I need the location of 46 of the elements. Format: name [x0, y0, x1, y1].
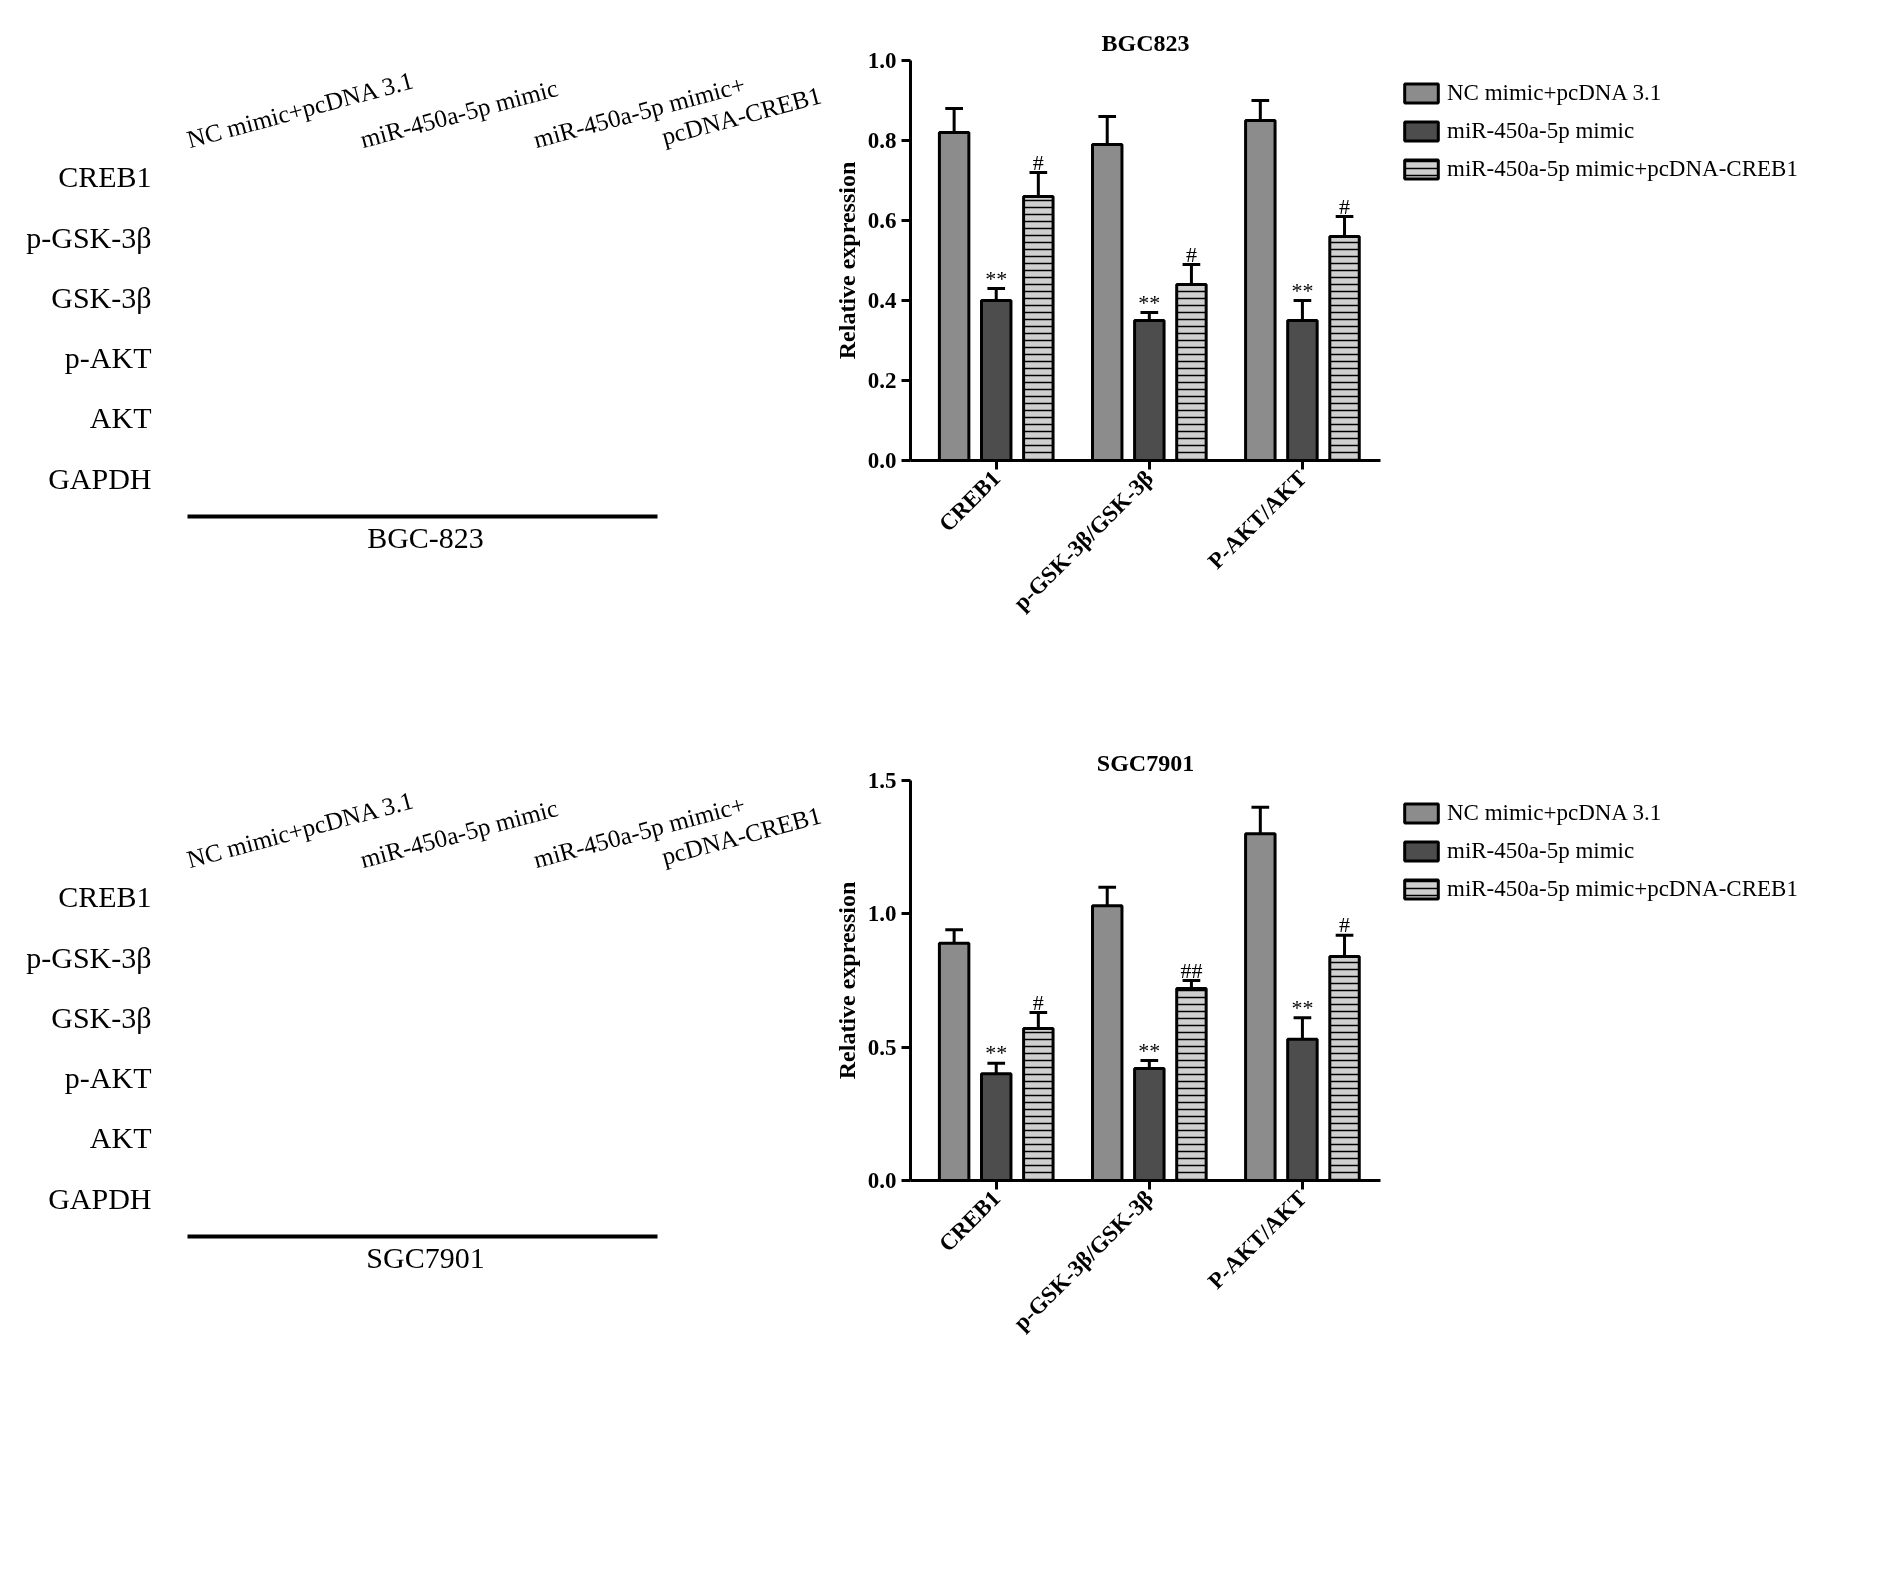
- legend-label: NC mimic+pcDNA 3.1: [1447, 800, 1662, 826]
- category-label: AKT: [89, 1121, 152, 1155]
- chart-title: SGC7901: [1096, 749, 1195, 776]
- category-label: p-AKT: [64, 341, 152, 375]
- category-label: AKT: [89, 401, 152, 435]
- y-tick-label: 0.6: [867, 208, 897, 233]
- y-tick-label: 0.8: [867, 128, 897, 153]
- category-label: GAPDH: [48, 461, 152, 495]
- legend-label: miR-450a-5p mimic+pcDNA-CREB1: [1447, 876, 1798, 902]
- y-tick-label: 1.0: [867, 901, 897, 927]
- legend-label: miR-450a-5p mimic: [1447, 838, 1635, 864]
- data-label: **: [1291, 277, 1314, 303]
- data-label: #: [1339, 193, 1351, 219]
- y-tick-label: 0.5: [867, 1034, 897, 1060]
- text: SGC7901: [366, 1240, 485, 1274]
- legend-label: miR-450a-5p mimic: [1447, 118, 1635, 144]
- y-tick-label: 0.0: [867, 448, 897, 473]
- legend-label: NC mimic+pcDNA 3.1: [1447, 80, 1662, 106]
- category-label: GSK-3β: [51, 280, 152, 314]
- legend-label: miR-450a-5p mimic+pcDNA-CREB1: [1447, 156, 1798, 182]
- y-tick-label: 1.5: [867, 768, 897, 793]
- category-label: CREB1: [58, 160, 152, 194]
- data-label: #: [1185, 241, 1197, 267]
- category-label: GSK-3β: [51, 1000, 152, 1034]
- category-label: CREB1: [58, 880, 152, 914]
- data-label: **: [985, 265, 1008, 291]
- category-label: p-GSK-3β: [26, 940, 152, 974]
- y-tick-label: 0.4: [867, 288, 897, 313]
- category-label: p-GSK-3β: [26, 220, 152, 254]
- data-label: #: [1339, 912, 1351, 938]
- data-label: **: [1291, 994, 1314, 1020]
- data-label: #: [1032, 989, 1044, 1015]
- data-label: **: [1138, 289, 1161, 315]
- data-label: #: [1032, 149, 1044, 175]
- category-label: GAPDH: [48, 1181, 152, 1215]
- y-tick-label: 1.0: [867, 48, 897, 73]
- text: BGC-823: [367, 520, 484, 554]
- y-axis-title: Relative expression: [833, 881, 860, 1080]
- data-label: **: [1138, 1037, 1161, 1063]
- y-tick-label: 0.2: [867, 368, 897, 393]
- category-label: p-AKT: [64, 1061, 152, 1095]
- y-tick-label: 0.0: [867, 1168, 897, 1193]
- data-label: **: [985, 1040, 1008, 1066]
- y-axis-title: Relative expression: [833, 161, 860, 360]
- data-label: ##: [1180, 957, 1203, 983]
- chart-title: BGC823: [1101, 29, 1190, 56]
